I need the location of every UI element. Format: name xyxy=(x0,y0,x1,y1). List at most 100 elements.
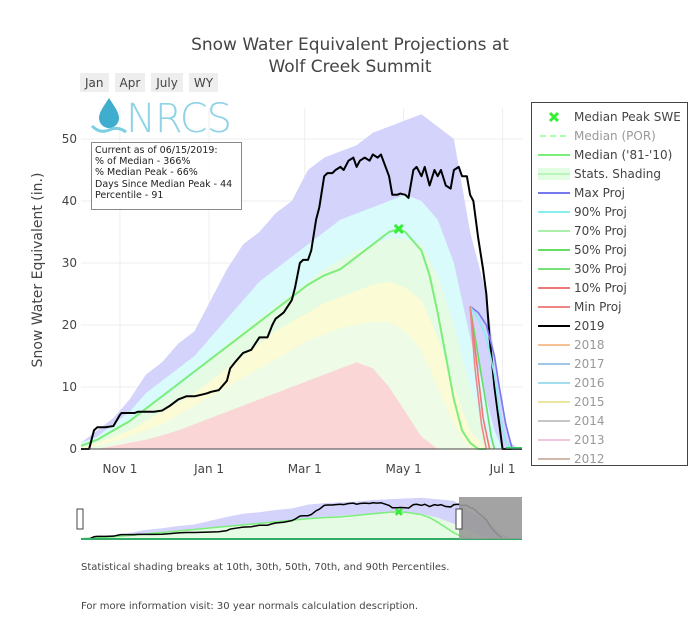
markers xyxy=(393,223,404,234)
legend-label: Median Peak SWE xyxy=(574,109,681,124)
info-line-percentile: Percentile - 91 xyxy=(95,189,164,201)
legend-label: Stats. Shading xyxy=(574,166,662,181)
legend-swatch xyxy=(538,206,570,218)
legend-swatch xyxy=(538,167,570,180)
legend-item-2017[interactable]: 2017 xyxy=(532,354,687,373)
legend-item-2013[interactable]: 2013 xyxy=(532,430,687,449)
series-min-proj[interactable] xyxy=(469,306,488,450)
legend-item-stats-shading[interactable]: Stats. Shading xyxy=(532,164,687,183)
series-10-proj[interactable] xyxy=(469,306,491,450)
axes: 0 10 20 30 40 50 Nov 1 Jan 1 Mar 1 May 1 Jul 1 xyxy=(62,132,522,476)
legend-label: Median (POR) xyxy=(574,128,656,143)
x-tick-label: Jan 1 xyxy=(193,462,224,476)
legend-label: 70% Proj xyxy=(574,223,627,238)
series-2019[interactable] xyxy=(81,153,522,450)
navigator-left-handle[interactable] xyxy=(76,508,84,530)
legend-item-median-por[interactable]: Median (POR) xyxy=(532,126,687,145)
legend-label: 2014 xyxy=(574,413,605,428)
range-navigator[interactable] xyxy=(76,497,522,540)
legend-swatch xyxy=(538,415,570,427)
legend-swatch xyxy=(538,358,570,370)
legend-item-2015[interactable]: 2015 xyxy=(532,392,687,411)
legend-label: Max Proj xyxy=(574,185,625,200)
series-50-proj[interactable] xyxy=(469,306,496,450)
legend-label: 30% Proj xyxy=(574,261,627,276)
legend-swatch xyxy=(538,244,570,256)
legend-swatch xyxy=(538,301,570,313)
navigator-series xyxy=(81,501,522,540)
chart-title: Snow Water Equivalent Projections at Wol… xyxy=(150,34,550,78)
info-line-median-peak: % Median Peak - 66% xyxy=(95,167,198,179)
current-status-box: Current as of 06/15/2019: % of Median - … xyxy=(91,142,242,210)
legend-swatch xyxy=(538,149,570,161)
legend-item-50-proj[interactable]: 50% Proj xyxy=(532,240,687,259)
legend-item-2019[interactable]: 2019 xyxy=(532,316,687,335)
legend-item-10-proj[interactable]: 10% Proj xyxy=(532,278,687,297)
navigator-mask xyxy=(459,497,522,539)
legend-label: 10% Proj xyxy=(574,280,627,295)
y-tick-label: 0 xyxy=(69,442,77,456)
logo-text: NRCS xyxy=(126,96,231,142)
legend-item-2018[interactable]: 2018 xyxy=(532,335,687,354)
legend-swatch xyxy=(538,453,570,465)
info-line-date: Current as of 06/15/2019: xyxy=(95,145,218,156)
series-median-81-10[interactable] xyxy=(80,227,487,450)
range-button-july[interactable]: July xyxy=(151,73,183,92)
legend-label: 2019 xyxy=(574,318,605,333)
y-axis-label: Snow Water Equivalent (in.) xyxy=(30,173,46,368)
series-lines xyxy=(80,153,522,450)
navigator-right-handle[interactable] xyxy=(455,508,463,530)
legend-swatch xyxy=(538,434,570,446)
median-peak-marker[interactable] xyxy=(393,223,404,234)
legend-label: 2013 xyxy=(574,432,605,447)
legend-swatch xyxy=(538,396,570,408)
legend-label: 2018 xyxy=(574,337,605,352)
legend-label: 2016 xyxy=(574,375,605,390)
legend-item-2014[interactable]: 2014 xyxy=(532,411,687,430)
legend-item-2016[interactable]: 2016 xyxy=(532,373,687,392)
navigator-series xyxy=(80,511,487,540)
footnote-info[interactable]: For more information visit: 30 year norm… xyxy=(81,601,419,612)
y-tick-label: 40 xyxy=(62,194,77,208)
water-drop-icon xyxy=(99,98,119,128)
chart-title-line1: Snow Water Equivalent Projections at xyxy=(191,35,509,55)
legend-item-2012[interactable]: 2012 xyxy=(532,449,687,468)
info-line-days-since-peak: Days Since Median Peak - 44 xyxy=(95,178,233,190)
y-tick-label: 30 xyxy=(62,256,77,270)
x-tick-label: Nov 1 xyxy=(102,462,137,476)
band-10th xyxy=(81,362,519,449)
legend-item-70-proj[interactable]: 70% Proj xyxy=(532,221,687,240)
y-tick-label: 10 xyxy=(62,380,77,394)
info-line-median: % of Median - 366% xyxy=(95,156,191,168)
legend-label: 2012 xyxy=(574,451,605,466)
series-max-proj[interactable] xyxy=(469,305,522,450)
drop-wave-icon xyxy=(90,124,127,134)
nrcs-logo: NRCS xyxy=(90,96,232,142)
legend-item-90-proj[interactable]: 90% Proj xyxy=(532,202,687,221)
legend-item-min-proj[interactable]: Min Proj xyxy=(532,297,687,316)
footnote-shading: Statistical shading breaks at 10th, 30th… xyxy=(81,562,450,573)
legend-label: 50% Proj xyxy=(574,242,627,257)
legend: Median Peak SWE Median (POR) Median ('81-'… xyxy=(531,102,688,466)
legend-swatch xyxy=(538,130,570,142)
legend-label: 2017 xyxy=(574,356,605,371)
legend-label: 90% Proj xyxy=(574,204,627,219)
legend-item-30-proj[interactable]: 30% Proj xyxy=(532,259,687,278)
legend-item-max-proj[interactable]: Max Proj xyxy=(532,183,687,202)
legend-swatch xyxy=(538,339,570,351)
x-tick-label: Mar 1 xyxy=(288,462,322,476)
range-button-wy[interactable]: WY xyxy=(188,73,219,92)
legend-label: 2015 xyxy=(574,394,605,409)
legend-swatch xyxy=(538,282,570,294)
y-tick-label: 20 xyxy=(62,318,77,332)
x-tick-label: May 1 xyxy=(386,462,422,476)
legend-swatch xyxy=(538,263,570,275)
series-90-proj[interactable] xyxy=(469,305,513,450)
range-selector: Jan Apr July WY xyxy=(80,73,219,92)
range-button-apr[interactable]: Apr xyxy=(114,73,146,92)
legend-item-median-81-10[interactable]: Median ('81-'10) xyxy=(532,145,687,164)
navigator-median-peak-marker xyxy=(394,508,403,516)
legend-item-median-peak-swe[interactable]: Median Peak SWE xyxy=(532,107,687,126)
range-button-jan[interactable]: Jan xyxy=(80,73,109,92)
legend-swatch xyxy=(538,320,570,332)
